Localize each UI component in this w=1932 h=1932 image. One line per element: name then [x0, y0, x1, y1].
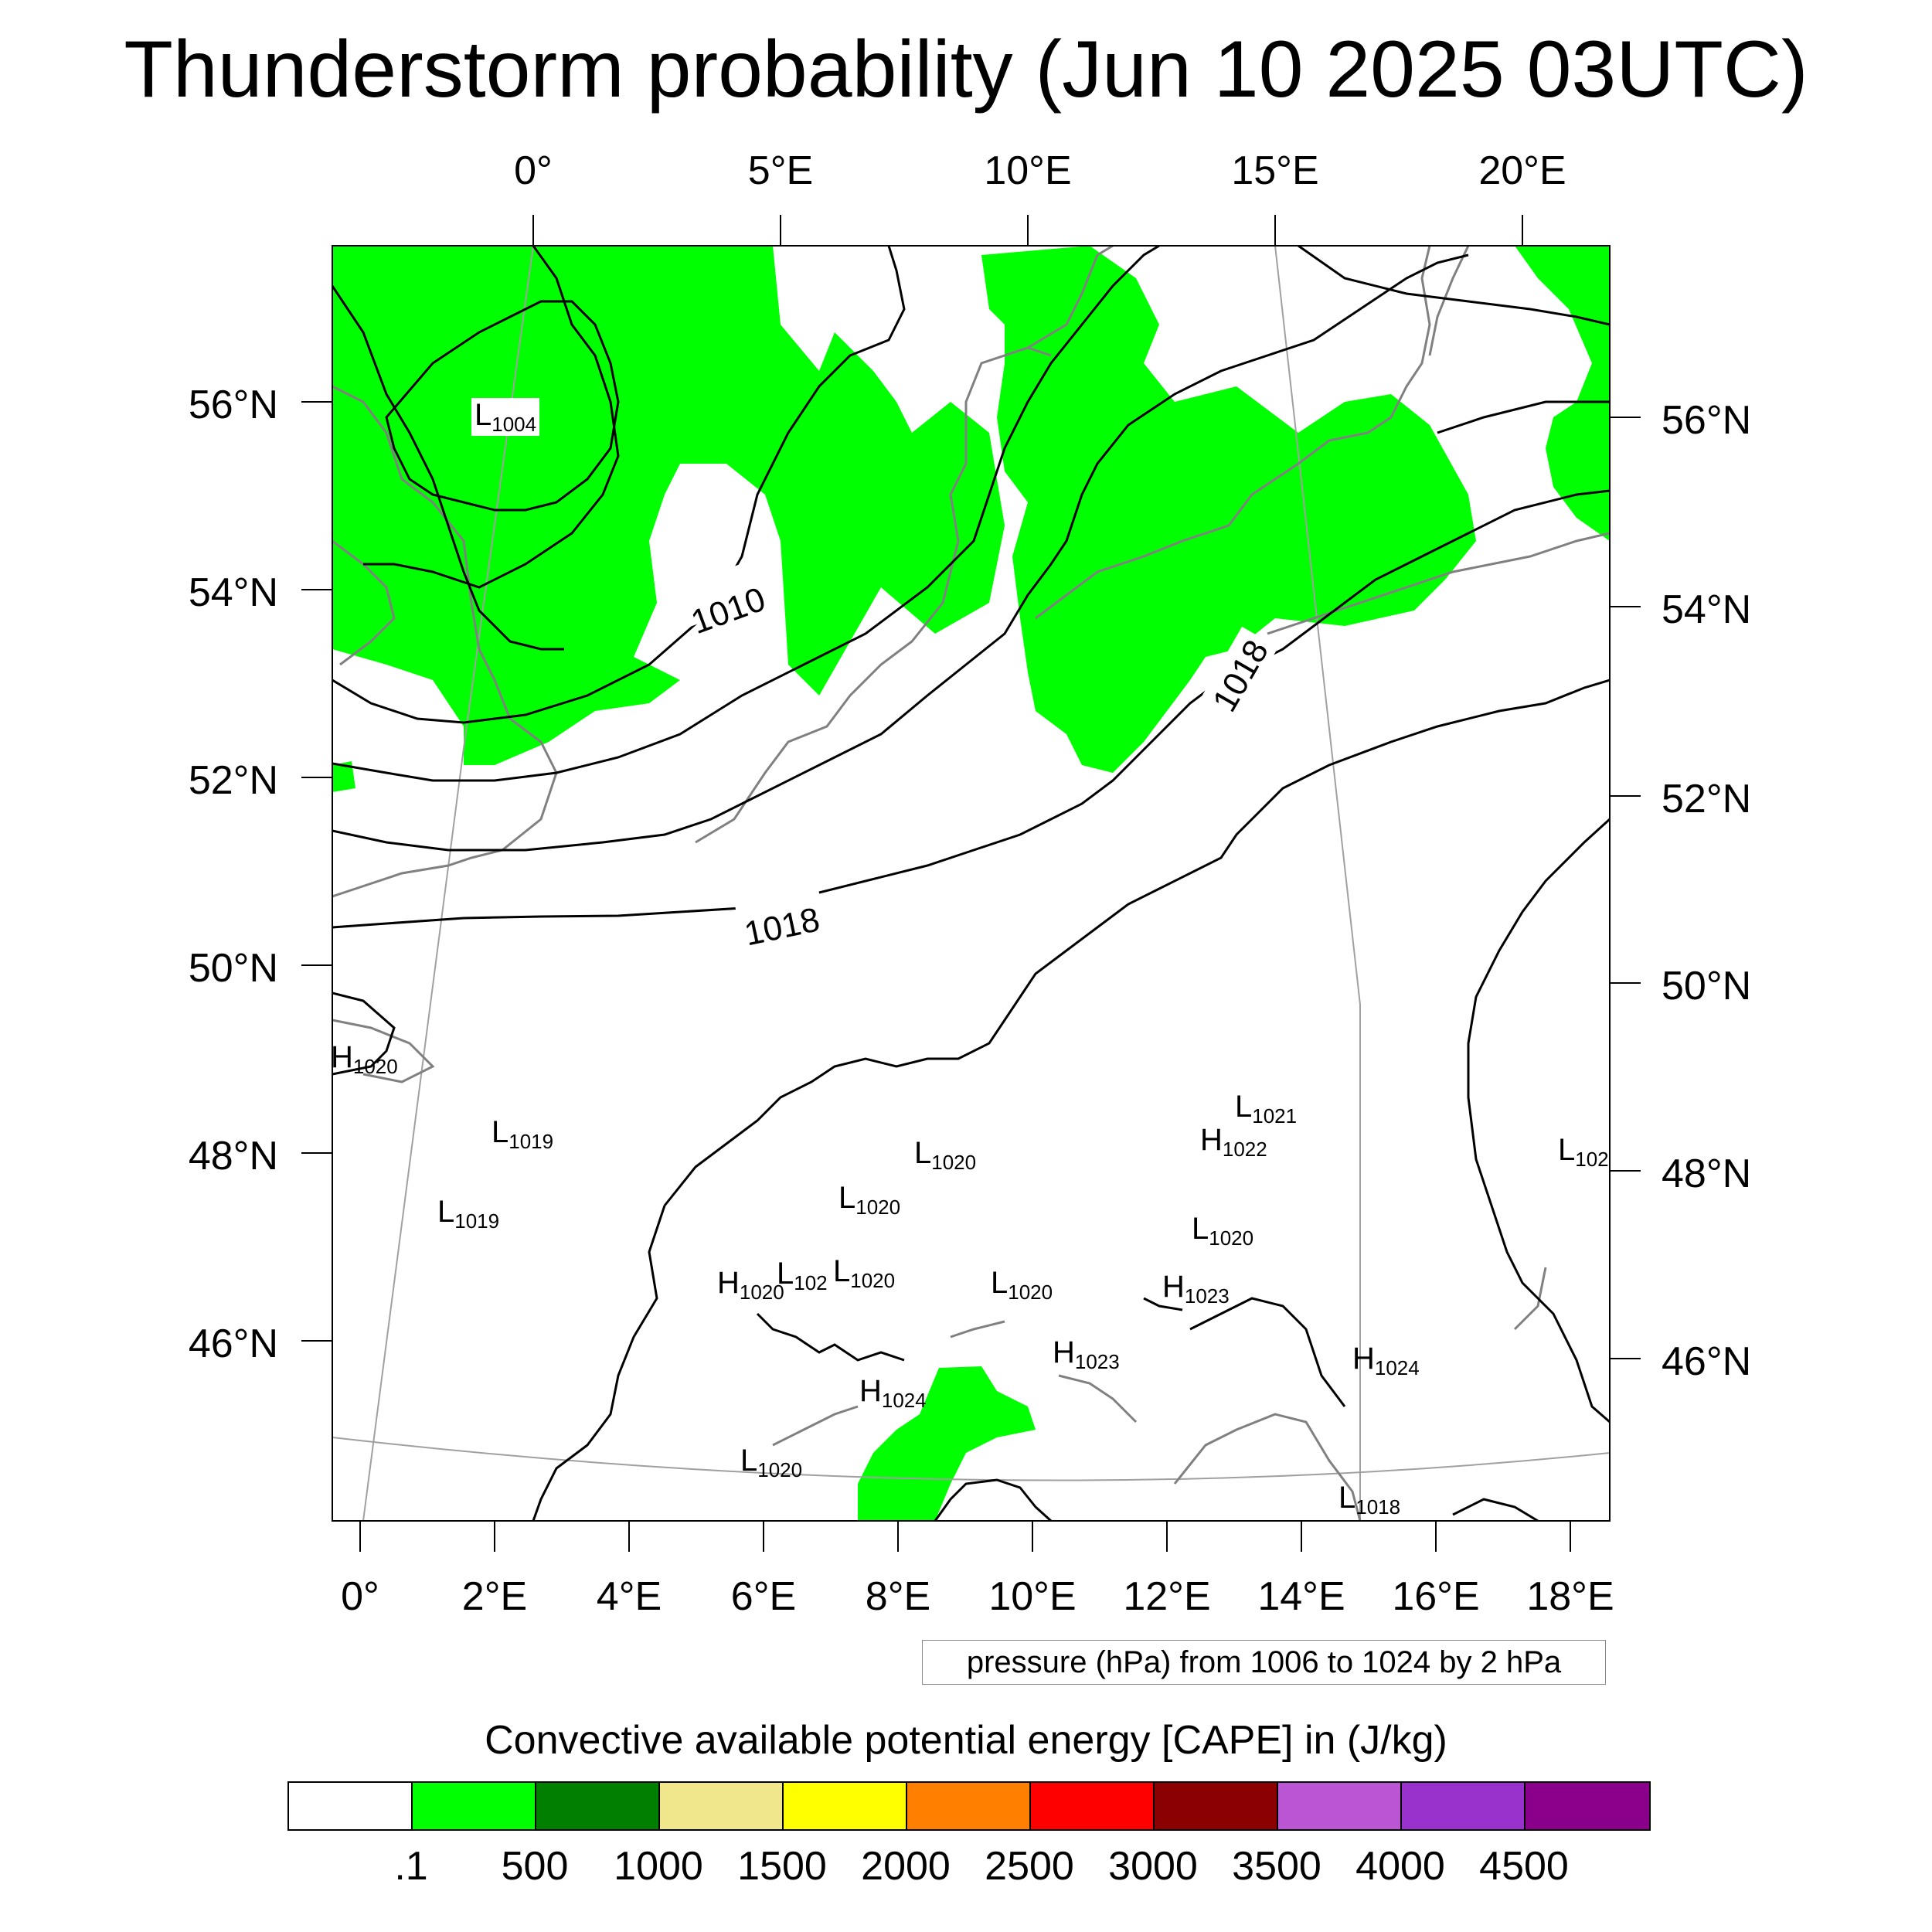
- high-pressure-label: H1020: [331, 1040, 398, 1078]
- colorbar-tick: 2500: [985, 1844, 1074, 1889]
- colorbar-swatch: [413, 1783, 536, 1829]
- coastlines: [332, 246, 1610, 1521]
- legend-title: Convective available potential energy [C…: [485, 1718, 1447, 1763]
- lat-label-right-52n: 52°N: [1662, 777, 1752, 821]
- colorbar-tick: 3500: [1232, 1844, 1321, 1889]
- lon-label-top-15e: 15°E: [1231, 148, 1319, 193]
- colorbar-swatch: [536, 1783, 660, 1829]
- cape-area-central: [981, 246, 1476, 773]
- colorbar-tick: .1: [394, 1844, 428, 1889]
- colorbar-swatch: [1278, 1783, 1402, 1829]
- low-pressure-label: L102: [777, 1257, 828, 1294]
- low-pressure-label: L1004: [471, 398, 540, 436]
- cape-area-sw-island: [332, 761, 355, 792]
- lat-label-right-46n: 46°N: [1662, 1339, 1752, 1384]
- low-pressure-label: L1020: [833, 1254, 896, 1292]
- low-pressure-label: L1020: [914, 1136, 977, 1174]
- low-pressure-label: L1021: [1235, 1090, 1298, 1128]
- lon-label-top-5e: 5°E: [747, 148, 814, 193]
- low-pressure-label: L1020: [991, 1266, 1053, 1304]
- lat-label-left-56n: 56°N: [188, 383, 278, 427]
- colorbar-tick: 2000: [861, 1844, 951, 1889]
- lon-label-top-20e: 20°E: [1478, 148, 1566, 193]
- colorbar-tick: 4000: [1355, 1844, 1445, 1889]
- lat-label-left-46n: 46°N: [188, 1321, 278, 1366]
- high-pressure-label: H1020: [717, 1266, 784, 1304]
- colorbar-swatch: [784, 1783, 907, 1829]
- lon-label-bottom-12e: 12°E: [1123, 1574, 1211, 1619]
- cape-area-north-sea-west: [332, 246, 1005, 765]
- colorbar-swatch: [907, 1783, 1031, 1829]
- lat-label-left-52n: 52°N: [188, 758, 278, 803]
- colorbar-tick: 4500: [1479, 1844, 1569, 1889]
- lat-label-left-48n: 48°N: [188, 1134, 278, 1179]
- lat-label-left-50n: 50°N: [188, 946, 278, 991]
- lon-label-bottom-18e: 18°E: [1526, 1574, 1614, 1619]
- low-pressure-label: L1019: [492, 1115, 554, 1153]
- low-pressure-label: L102: [1558, 1134, 1609, 1169]
- lon-label-top-10e: 10°E: [984, 148, 1072, 193]
- colorbar-tick: 500: [501, 1844, 569, 1889]
- colorbar-swatch: [289, 1783, 413, 1829]
- low-pressure-label: L1020: [838, 1181, 901, 1219]
- high-pressure-label: H1024: [1352, 1342, 1420, 1379]
- lat-label-right-56n: 56°N: [1662, 398, 1752, 443]
- low-pressure-label: L1020: [740, 1444, 803, 1481]
- low-pressure-label: L1018: [1338, 1481, 1401, 1519]
- high-pressure-label: H1022: [1200, 1123, 1267, 1161]
- colorbar-tick: 1000: [614, 1844, 703, 1889]
- colorbar-tick: 1500: [737, 1844, 827, 1889]
- high-pressure-label: H1024: [859, 1374, 927, 1412]
- lon-label-bottom-6e: 6°E: [730, 1574, 797, 1619]
- lon-label-bottom-2e: 2°E: [461, 1574, 528, 1619]
- colorbar-swatch: [1031, 1783, 1155, 1829]
- lon-label-bottom-0: 0°: [341, 1574, 379, 1619]
- chart-title: Thunderstorm probability (Jun 10 2025 03…: [124, 25, 1808, 114]
- lon-label-bottom-10e: 10°E: [988, 1574, 1077, 1619]
- lon-label-bottom-4e: 4°E: [596, 1574, 662, 1619]
- colorbar-swatch: [1402, 1783, 1526, 1829]
- colorbar-swatch: [660, 1783, 784, 1829]
- cape-area-alps: [858, 1366, 1036, 1521]
- lon-label-top-0: 0°: [514, 148, 553, 193]
- isobars: [332, 246, 1610, 1521]
- lat-label-left-54n: 54°N: [188, 570, 278, 615]
- low-pressure-label: L1020: [1192, 1212, 1254, 1250]
- low-pressure-label: L1019: [437, 1195, 500, 1233]
- axis-ticks: [301, 215, 1641, 1552]
- colorbar-swatch: [1155, 1783, 1278, 1829]
- map-frame: [332, 245, 1611, 1522]
- colorbar-swatch: [1526, 1783, 1649, 1829]
- colorbar: [287, 1781, 1651, 1831]
- lon-label-bottom-8e: 8°E: [865, 1574, 931, 1619]
- high-pressure-label: H1023: [1053, 1335, 1120, 1373]
- lat-label-right-50n: 50°N: [1662, 964, 1752, 1009]
- lon-label-bottom-16e: 16°E: [1392, 1574, 1480, 1619]
- pressure-caption: pressure (hPa) from 1006 to 1024 by 2 hP…: [922, 1640, 1606, 1685]
- colorbar-tick: 3000: [1108, 1844, 1198, 1889]
- lon-label-bottom-14e: 14°E: [1257, 1574, 1345, 1619]
- high-pressure-label: H1023: [1162, 1270, 1230, 1308]
- lat-label-right-54n: 54°N: [1662, 587, 1752, 632]
- lat-label-right-48n: 48°N: [1662, 1151, 1752, 1196]
